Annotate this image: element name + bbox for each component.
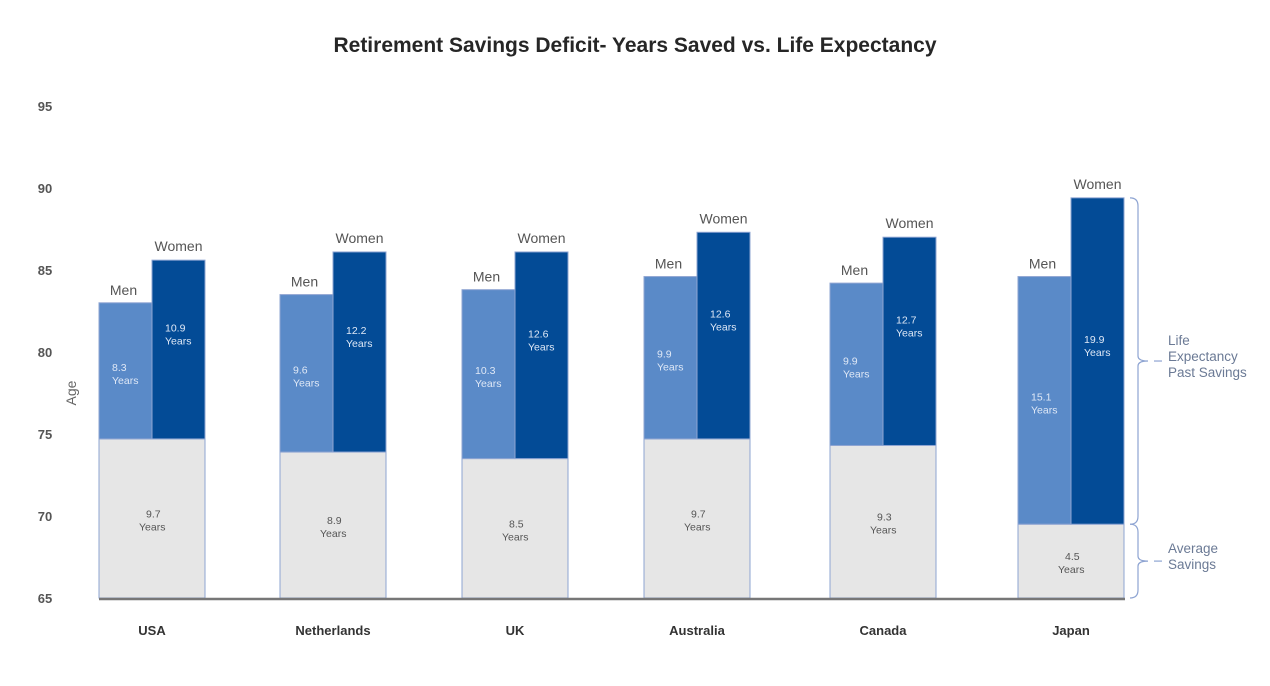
- men-value-label: 8.3: [112, 362, 127, 374]
- y-tick-label: 65: [38, 591, 52, 606]
- men-bar: [98, 302, 153, 440]
- category-label: Japan: [1052, 623, 1090, 638]
- men-value-label: 15.1: [1031, 391, 1052, 403]
- women-years-label: Years: [710, 322, 736, 334]
- women-bar: [882, 236, 937, 446]
- men-bar-label: Men: [841, 262, 868, 278]
- men-value-label: 9.9: [657, 349, 672, 361]
- savings-years-label: Years: [870, 525, 896, 537]
- women-value-label: 10.9: [165, 323, 186, 335]
- women-value-label: 12.6: [710, 309, 731, 321]
- women-bar-label: Women: [518, 230, 566, 246]
- men-years-label: Years: [112, 375, 138, 387]
- women-bar-label: Women: [886, 215, 934, 231]
- life-expectancy-annotation-line: Expectancy: [1168, 349, 1238, 364]
- y-tick-label: 80: [38, 345, 52, 360]
- men-years-label: Years: [293, 377, 319, 389]
- men-years-label: Years: [843, 368, 869, 380]
- savings-value-label: 8.9: [327, 515, 342, 527]
- men-bar: [461, 289, 516, 460]
- category-label: Netherlands: [295, 623, 370, 638]
- average-savings-bracket: [1129, 523, 1149, 599]
- men-bar-label: Men: [110, 282, 137, 298]
- men-bar-label: Men: [473, 269, 500, 285]
- men-bar-label: Men: [291, 274, 318, 290]
- savings-years-label: Years: [320, 528, 346, 540]
- women-bar: [696, 231, 751, 440]
- women-bar: [1070, 197, 1125, 525]
- life-expectancy-annotation-line: Life: [1168, 333, 1190, 348]
- savings-value-label: 9.7: [691, 508, 706, 520]
- y-tick-label: 70: [38, 509, 52, 524]
- savings-value-label: 9.3: [877, 512, 892, 524]
- average-savings-annotation-line: Average: [1168, 541, 1218, 556]
- women-years-label: Years: [1084, 347, 1110, 359]
- y-axis-label: Age: [63, 380, 79, 405]
- savings-years-label: Years: [502, 531, 528, 543]
- women-value-label: 12.7: [896, 314, 917, 326]
- savings-years-label: Years: [139, 521, 165, 533]
- average-savings-annotation-line: Savings: [1168, 557, 1216, 572]
- women-years-label: Years: [896, 327, 922, 339]
- women-years-label: Years: [528, 341, 554, 353]
- men-value-label: 9.9: [843, 355, 858, 367]
- women-value-label: 12.6: [528, 328, 549, 340]
- men-bar: [1017, 276, 1072, 525]
- life-expectancy-bracket: [1129, 197, 1149, 525]
- category-label: USA: [138, 623, 166, 638]
- women-bar: [151, 259, 206, 440]
- category-label: Australia: [669, 623, 725, 638]
- category-label: Canada: [860, 623, 908, 638]
- men-bar: [643, 276, 698, 440]
- women-years-label: Years: [165, 336, 191, 348]
- women-value-label: 12.2: [346, 325, 367, 337]
- men-years-label: Years: [1031, 404, 1057, 416]
- savings-bar: [279, 451, 387, 599]
- women-bar-label: Women: [155, 238, 203, 254]
- life-expectancy-annotation-line: Past Savings: [1168, 365, 1247, 380]
- men-value-label: 9.6: [293, 364, 308, 376]
- y-tick-label: 90: [38, 181, 52, 196]
- savings-years-label: Years: [1058, 564, 1084, 576]
- men-bar-label: Men: [655, 256, 682, 272]
- life-expectancy-annotation: Life Expectancy Past Savings: [1168, 333, 1247, 380]
- women-bar-label: Women: [1074, 176, 1122, 192]
- savings-value-label: 9.7: [146, 508, 161, 520]
- women-years-label: Years: [346, 338, 372, 350]
- savings-years-label: Years: [684, 521, 710, 533]
- men-years-label: Years: [475, 378, 501, 390]
- savings-bar: [1017, 523, 1125, 599]
- women-bar: [514, 251, 569, 460]
- women-value-label: 19.9: [1084, 334, 1105, 346]
- men-bar: [829, 282, 884, 446]
- men-bar-label: Men: [1029, 256, 1056, 272]
- women-bar-label: Women: [700, 210, 748, 226]
- savings-bar: [98, 438, 206, 599]
- y-tick-label: 85: [38, 263, 52, 278]
- men-value-label: 10.3: [475, 365, 496, 377]
- y-tick-label: 95: [38, 99, 52, 114]
- y-tick-label: 75: [38, 427, 52, 442]
- category-label: UK: [506, 623, 525, 638]
- chart-title: Retirement Savings Deficit- Years Saved …: [333, 34, 937, 57]
- women-bar-label: Women: [336, 230, 384, 246]
- savings-value-label: 4.5: [1065, 551, 1080, 563]
- women-bar: [332, 251, 387, 453]
- savings-value-label: 8.5: [509, 518, 524, 530]
- average-savings-annotation: Average Savings: [1168, 541, 1218, 572]
- men-years-label: Years: [657, 362, 683, 374]
- savings-bar: [829, 444, 937, 599]
- savings-bar: [643, 438, 751, 599]
